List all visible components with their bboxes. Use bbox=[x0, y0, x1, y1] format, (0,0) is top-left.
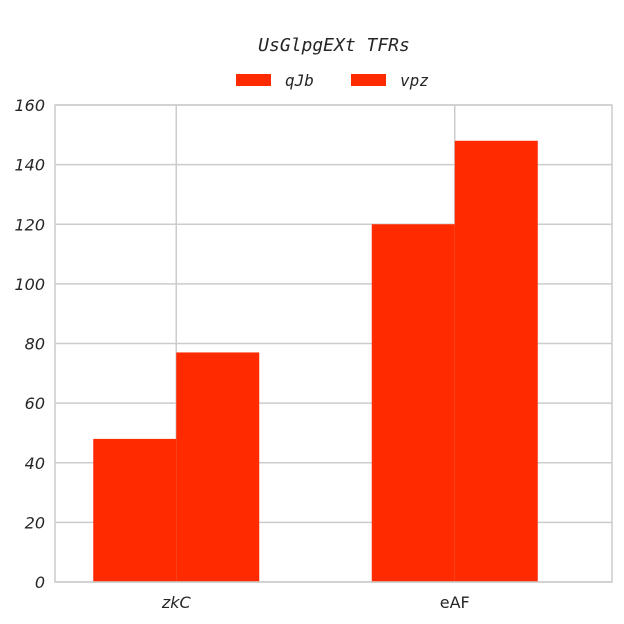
bar-vpz-zkC bbox=[176, 352, 260, 582]
y-axis-ticks: 0 20 40 60 80 100 120 140 160 bbox=[14, 96, 45, 592]
y-tick-label: 0 bbox=[35, 573, 45, 592]
y-tick-label: 140 bbox=[14, 156, 45, 175]
plot-frame bbox=[54, 104, 613, 583]
bar-qJb-eAF bbox=[371, 224, 455, 582]
bars bbox=[93, 140, 538, 582]
y-tick-label: 60 bbox=[25, 394, 45, 413]
x-tick-label: zkC bbox=[161, 593, 192, 612]
y-tick-label: 100 bbox=[14, 275, 45, 294]
bar-qJb-zkC bbox=[93, 438, 177, 582]
bar-vpz-eAF bbox=[454, 140, 538, 582]
legend-swatch-vpz bbox=[351, 74, 386, 86]
y-tick-label: 160 bbox=[14, 96, 45, 115]
legend-label-vpz: vpz bbox=[400, 71, 429, 90]
y-tick-label: 80 bbox=[25, 335, 45, 354]
x-axis-ticks: zkC eAF bbox=[161, 593, 470, 612]
y-tick-label: 20 bbox=[25, 513, 45, 532]
y-tick-label: 120 bbox=[14, 215, 45, 234]
legend: qJb vpz bbox=[236, 71, 429, 90]
legend-label-qJb: qJb bbox=[285, 71, 314, 90]
y-tick-label: 40 bbox=[25, 454, 45, 473]
x-tick-label: eAF bbox=[440, 593, 470, 612]
legend-swatch-qJb bbox=[236, 74, 271, 86]
chart-title: UsGlpgEXt TFRs bbox=[258, 35, 410, 56]
